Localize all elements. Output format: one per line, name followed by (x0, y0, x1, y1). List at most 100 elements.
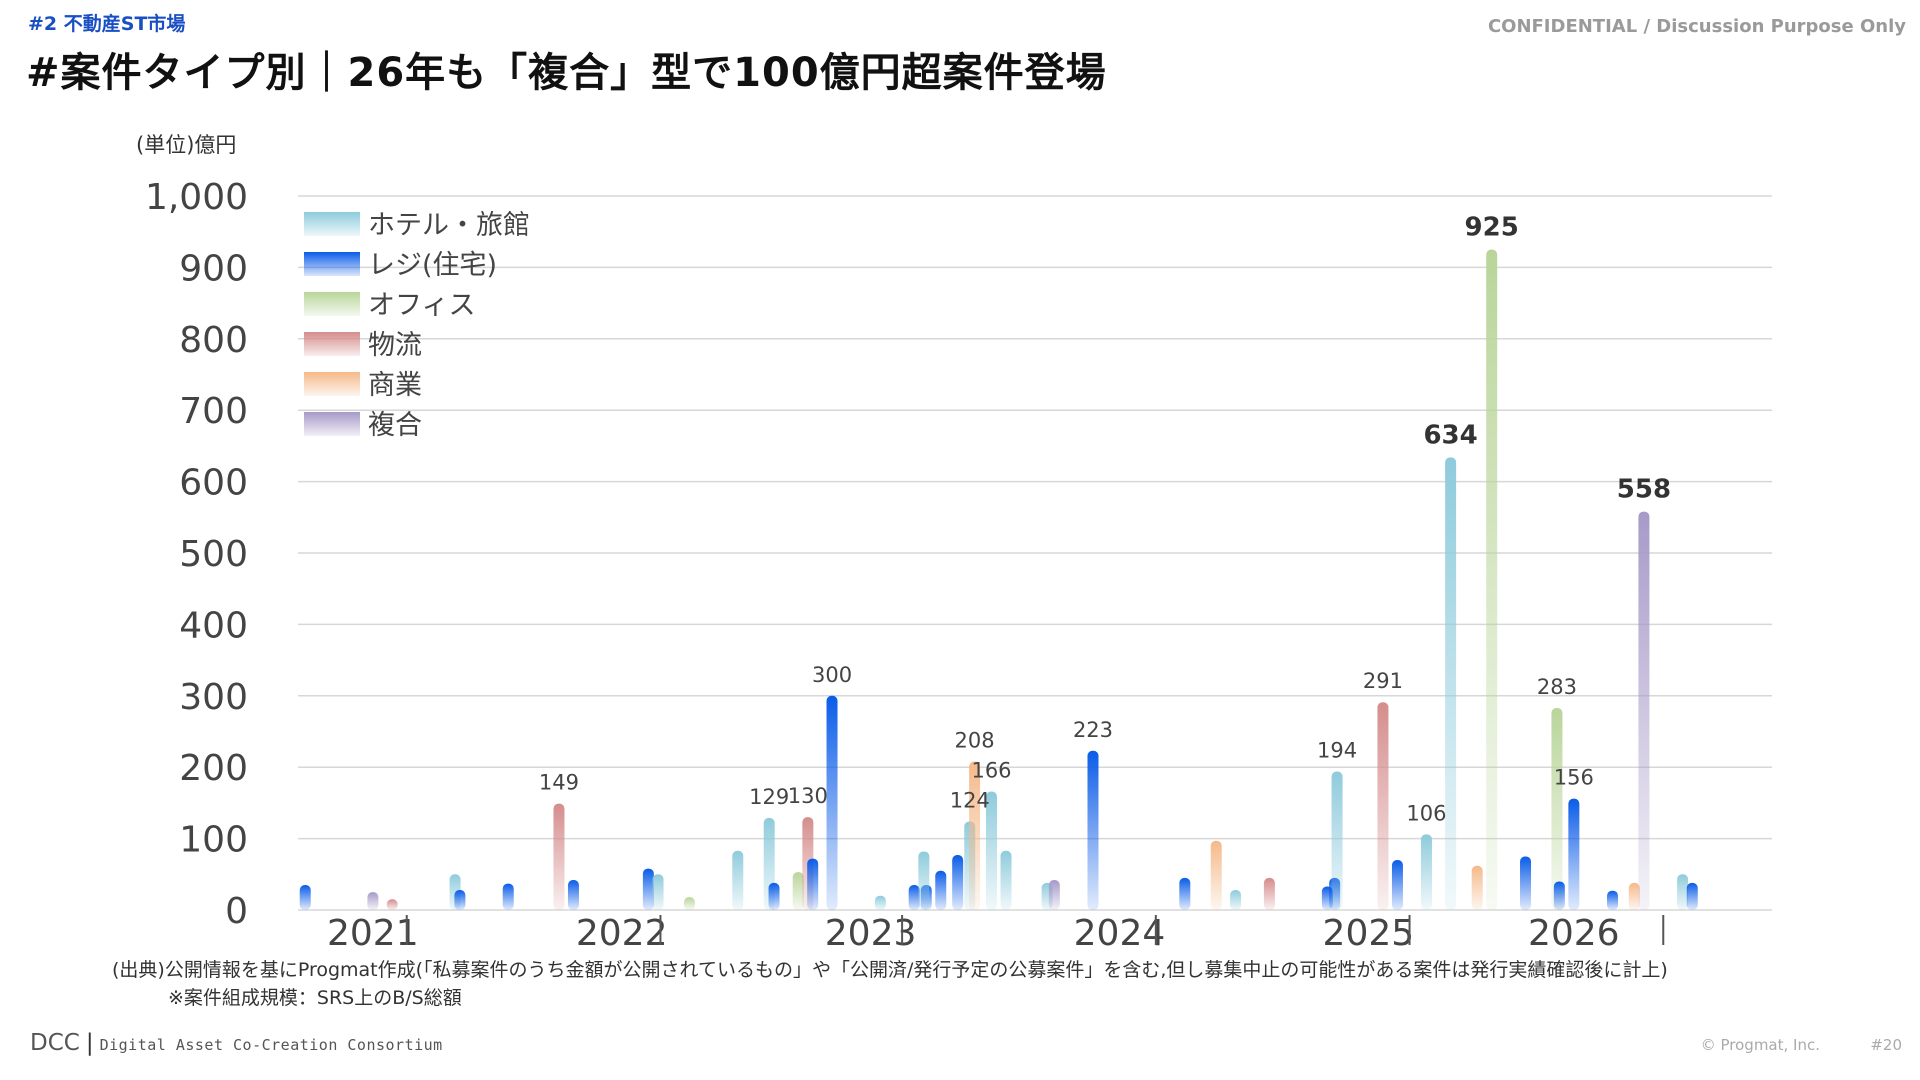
y-tick-label: 400 (179, 605, 248, 646)
bar (768, 882, 780, 910)
bar (1263, 877, 1275, 910)
y-tick-label: 200 (179, 748, 248, 789)
bar (732, 850, 744, 910)
data-label: 194 (1317, 738, 1357, 762)
bar (908, 885, 920, 910)
confidential-notice: CONFIDENTIAL / Discussion Purpose Only (1487, 16, 1906, 37)
bar (386, 899, 398, 910)
legend-swatch (304, 372, 360, 396)
bar (1677, 874, 1689, 910)
data-label: 208 (955, 728, 995, 752)
y-tick-label: 0 (225, 891, 248, 932)
bar (1551, 707, 1563, 910)
bar (567, 880, 579, 910)
bar (969, 761, 981, 910)
data-label: 124 (950, 788, 990, 812)
bar (918, 851, 930, 910)
legend-label: 商業 (368, 370, 422, 401)
bar (1087, 750, 1099, 910)
y-tick-label: 600 (179, 463, 248, 504)
page-title: #案件タイプ別｜26年も「複合」型で100億円超案件登場 (26, 50, 1107, 96)
bar (935, 870, 947, 910)
brand-divider: | (85, 1030, 94, 1056)
bar (826, 695, 838, 910)
bar (1471, 865, 1483, 910)
data-label: 558 (1617, 475, 1671, 505)
legend-label: 複合 (368, 410, 422, 441)
legend-label: レジ(住宅) (368, 250, 497, 281)
data-label: 291 (1363, 669, 1403, 693)
bar (874, 895, 886, 910)
y-tick-label: 300 (179, 677, 248, 718)
x-year-label: 2021 (327, 913, 419, 954)
bar (367, 892, 379, 910)
bar (1607, 890, 1619, 910)
bar (1210, 840, 1222, 910)
data-label: 129 (749, 785, 789, 809)
bar (807, 858, 819, 910)
y-tick-label: 900 (179, 248, 248, 289)
legend-swatch (304, 412, 360, 436)
bar (1391, 860, 1403, 910)
bar (1230, 890, 1242, 910)
bar (299, 885, 311, 910)
bar (792, 872, 804, 910)
y-tick-label: 100 (179, 820, 248, 861)
bar (683, 897, 695, 910)
legend-label: 物流 (368, 330, 422, 361)
bar (1520, 856, 1532, 910)
legend-swatch (304, 252, 360, 276)
bar (642, 868, 654, 910)
section-tag: #2 不動産ST市場 (28, 13, 186, 35)
bar (502, 883, 514, 910)
bar (952, 855, 964, 910)
copyright: © Progmat, Inc. (1700, 1036, 1820, 1054)
x-year-label: 2022 (576, 913, 668, 954)
bar (652, 874, 664, 910)
x-year-label: 2025 (1323, 913, 1415, 954)
legend-swatch (304, 212, 360, 236)
legend-label: ホテル・旅館 (368, 210, 530, 241)
legend-swatch (304, 332, 360, 356)
data-label: 925 (1465, 213, 1519, 243)
data-label: 634 (1423, 420, 1477, 450)
bar (1686, 882, 1698, 910)
data-label: 106 (1406, 801, 1446, 825)
bar (1000, 850, 1012, 910)
footer-brand: DCC | Digital Asset Co-Creation Consortium (30, 1030, 443, 1056)
bar (1486, 249, 1498, 911)
data-label: 300 (812, 663, 852, 687)
data-label: 223 (1073, 718, 1113, 742)
bar (454, 890, 466, 910)
bar (1179, 877, 1191, 910)
brand-full-name: Digital Asset Co-Creation Consortium (99, 1036, 443, 1054)
page-number: #20 (1870, 1036, 1902, 1054)
bar (553, 803, 565, 910)
data-label: 156 (1554, 766, 1594, 790)
bar (1628, 882, 1640, 910)
x-year-label: 2026 (1528, 913, 1620, 954)
y-tick-label: 700 (179, 391, 248, 432)
brand-logo-text: DCC (30, 1030, 80, 1056)
bar (1553, 881, 1565, 910)
y-axis-unit-label: (単位)億円 (136, 133, 236, 157)
bar (1048, 880, 1060, 910)
bar (1331, 771, 1343, 910)
bar (1377, 702, 1389, 910)
data-label: 166 (971, 758, 1011, 782)
legend-label: オフィス (368, 290, 475, 321)
bar (1568, 798, 1580, 910)
size-note: ※案件組成規模：SRS上のB/S総額 (168, 987, 462, 1009)
data-label: 283 (1537, 675, 1577, 699)
x-year-label: 2024 (1074, 913, 1166, 954)
data-label: 149 (539, 771, 579, 795)
bar (986, 791, 998, 910)
data-label: 130 (788, 784, 828, 808)
y-tick-label: 1,000 (145, 177, 248, 218)
y-tick-label: 500 (179, 534, 248, 575)
legend-swatch (304, 292, 360, 316)
y-tick-label: 800 (179, 320, 248, 361)
bar (1420, 834, 1432, 910)
bar (1638, 511, 1650, 910)
